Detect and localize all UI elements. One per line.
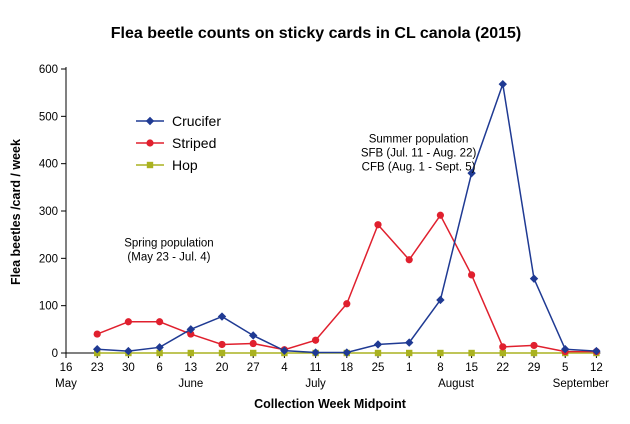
data-point-striped — [93, 330, 101, 338]
data-point-crucifer — [561, 345, 570, 354]
series-line-striped — [96, 213, 597, 353]
x-tick-label: 22 — [496, 362, 509, 374]
x-axis-title: Collection Week Midpoint — [254, 397, 407, 411]
x-month-label: May — [55, 378, 77, 390]
legend-item-crucifer: Crucifer — [136, 113, 221, 129]
data-point-striped — [530, 341, 538, 350]
data-point-striped — [218, 340, 226, 349]
data-point-striped — [312, 336, 320, 344]
annotation-line: Summer population — [369, 133, 469, 145]
legend-item-striped: Striped — [136, 135, 216, 151]
x-tick-label: 27 — [247, 362, 260, 374]
x-tick-label: 1 — [406, 362, 412, 374]
data-point-striped — [343, 300, 351, 308]
x-tick-label: 5 — [562, 362, 568, 374]
data-point-crucifer — [217, 312, 227, 321]
legend-item-hop: Hop — [136, 157, 198, 173]
x-month-label: September — [553, 378, 609, 390]
chart-title: Flea beetle counts on sticky cards in CL… — [111, 25, 522, 42]
x-tick-label: 29 — [528, 362, 541, 374]
series-striped — [93, 211, 601, 356]
y-tick-label: 200 — [39, 253, 58, 265]
annotation-line: SFB (Jul. 11 - Aug. 22) — [361, 147, 477, 159]
x-tick-label: 8 — [437, 362, 443, 374]
x-tick-label: 18 — [340, 362, 353, 374]
data-point-crucifer — [467, 168, 476, 178]
x-tick-label: 6 — [156, 362, 162, 374]
legend-marker-striped — [146, 139, 154, 147]
data-point-hop — [218, 349, 226, 357]
x-tick-label: 15 — [465, 362, 478, 374]
x-tick-label: 16 — [60, 362, 73, 374]
data-point-crucifer — [124, 346, 133, 356]
y-tick-label: 400 — [39, 159, 58, 171]
legend-label-striped: Striped — [172, 135, 216, 151]
data-point-crucifer — [498, 79, 507, 89]
series-layer — [93, 79, 601, 357]
data-point-crucifer — [529, 274, 539, 283]
x-tick-label: 30 — [122, 362, 135, 374]
data-point-crucifer — [373, 340, 383, 349]
x-month-label: August — [438, 378, 475, 390]
series-crucifer — [93, 79, 601, 357]
data-point-hop — [437, 349, 444, 357]
y-tick-label: 0 — [52, 348, 58, 360]
data-point-striped — [468, 271, 476, 279]
x-tick-label: 12 — [590, 362, 603, 374]
x-tick-label: 11 — [310, 362, 322, 374]
data-point-striped — [124, 318, 132, 326]
data-point-crucifer — [405, 338, 414, 347]
data-point-hop — [499, 349, 506, 357]
legend-marker-crucifer — [145, 116, 155, 126]
data-point-striped — [156, 318, 164, 326]
legend-label-hop: Hop — [172, 157, 198, 173]
y-tick-label: 500 — [39, 111, 58, 123]
data-point-striped — [405, 256, 413, 264]
data-point-crucifer — [311, 348, 320, 357]
data-point-striped — [499, 343, 507, 351]
data-point-crucifer — [93, 345, 102, 354]
x-tick-label: 23 — [91, 362, 104, 374]
data-point-hop — [156, 349, 163, 357]
data-point-crucifer — [249, 331, 258, 340]
data-point-hop — [250, 349, 257, 357]
data-point-striped — [187, 330, 195, 338]
legend: Crucifer Striped Hop — [136, 113, 221, 173]
x-tick-label: 25 — [372, 362, 385, 374]
data-point-hop — [468, 349, 475, 357]
legend-label-crucifer: Crucifer — [172, 113, 221, 129]
y-tick-label: 100 — [39, 301, 58, 313]
y-tick-label: 300 — [39, 206, 58, 218]
data-point-striped — [374, 221, 382, 229]
annotation-line: CFB (Aug. 1 - Sept. 5) — [362, 161, 476, 173]
legend-marker-hop — [146, 161, 154, 169]
data-point-hop — [406, 349, 413, 357]
data-point-hop — [187, 349, 194, 357]
annotations: Spring population (May 23 - Jul. 4) Summer… — [124, 133, 476, 263]
x-tick-label: 13 — [184, 362, 197, 374]
data-point-crucifer — [155, 343, 164, 352]
annotation-line: (May 23 - Jul. 4) — [127, 252, 210, 264]
data-point-crucifer — [342, 348, 351, 357]
data-point-crucifer — [280, 346, 289, 355]
y-tick-label: 600 — [39, 64, 58, 76]
data-point-crucifer — [592, 346, 601, 356]
data-point-hop — [530, 349, 538, 357]
data-point-crucifer — [436, 295, 445, 305]
annotation-line: Spring population — [124, 238, 214, 250]
x-tick-label: 4 — [281, 362, 288, 374]
y-axis-title: Flea beetles /card / week — [9, 139, 23, 285]
x-month-label: June — [178, 378, 203, 390]
data-point-striped — [436, 211, 444, 219]
x-month-label: July — [305, 378, 326, 390]
data-point-striped — [249, 339, 257, 348]
data-point-crucifer — [186, 325, 195, 334]
data-point-hop — [374, 349, 382, 357]
x-tick-label: 20 — [216, 362, 229, 374]
